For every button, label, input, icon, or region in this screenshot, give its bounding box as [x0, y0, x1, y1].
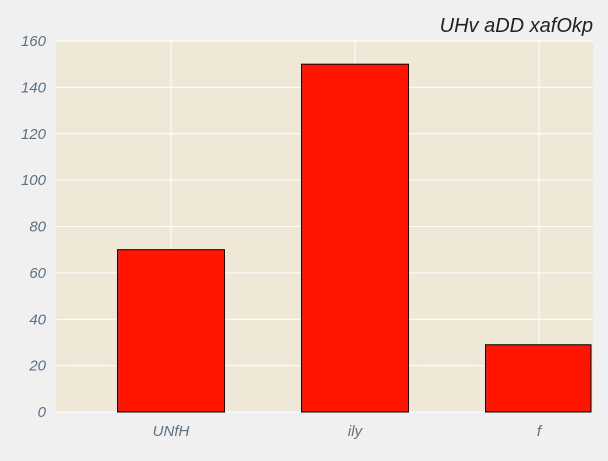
bar: [485, 344, 592, 413]
x-tick-label: UNfH: [153, 423, 190, 440]
y-tick-label: 100: [21, 172, 47, 189]
x-tick-label: f: [537, 423, 543, 440]
y-tick-label: 140: [21, 79, 47, 96]
y-tick-label: 0: [38, 404, 47, 421]
y-axis-ticks: 0 20 40 60 80 100 120 140 160: [21, 33, 47, 421]
bar: [301, 63, 409, 413]
y-tick-label: 20: [28, 358, 46, 375]
y-tick-label: 160: [21, 33, 47, 50]
bar: [117, 249, 225, 413]
y-tick-label: 40: [29, 311, 46, 328]
x-tick-label: ily: [348, 423, 364, 440]
bars: [117, 63, 592, 413]
y-tick-label: 120: [21, 126, 47, 143]
x-axis-ticks: UNfH ily f: [153, 423, 543, 440]
y-tick-label: 60: [29, 265, 46, 282]
chart-title: UHv aDD xafOkp: [440, 15, 593, 37]
y-tick-label: 80: [29, 219, 46, 236]
